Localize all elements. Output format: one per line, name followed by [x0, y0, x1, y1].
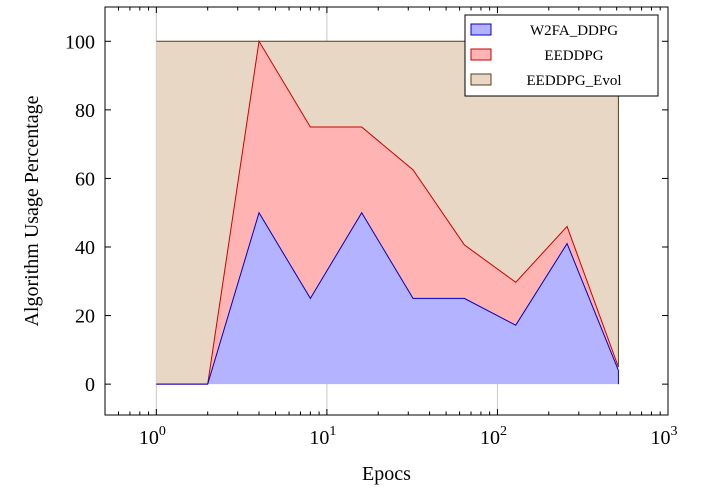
- x-axis-label: Epocs: [362, 463, 411, 485]
- axis-ticks: [104, 7, 669, 415]
- legend-label: W2FA_DDPG: [530, 23, 618, 39]
- legend-box: [464, 14, 659, 97]
- y-tick-label: 0: [85, 374, 95, 396]
- area-eeddpg-evol: [156, 41, 619, 385]
- legend-label: EEDDPG_Evol: [527, 73, 622, 89]
- area-eeddpg: [156, 41, 619, 385]
- y-tick-label: 20: [75, 306, 95, 328]
- plot-frame: [104, 6, 669, 416]
- y-tick-label: 40: [75, 237, 95, 259]
- x-tick-label: 103: [651, 424, 678, 449]
- x-tick-label: 102: [480, 424, 507, 449]
- legend-swatch: [470, 48, 492, 61]
- line-eeddpg: [156, 39, 619, 385]
- y-tick-label: 80: [75, 100, 95, 122]
- stacked-areas: [156, 39, 619, 385]
- y-tick-label: 100: [65, 31, 95, 53]
- legend-swatch: [470, 73, 492, 86]
- legend: W2FA_DDPG EEDDPG EEDDPG_Evol: [464, 14, 659, 97]
- x-tick-labels: 100 101 102 103: [139, 424, 678, 449]
- x-tick-label: 101: [309, 424, 336, 449]
- y-axis-label: Algorithm Usage Percentage: [21, 95, 43, 326]
- y-tick-label: 60: [75, 168, 95, 190]
- x-tick-label: 100: [139, 424, 166, 449]
- line-w2fa-ddpg: [156, 211, 619, 385]
- y-tick-labels: 0 20 40 60 80 100: [65, 31, 95, 396]
- area-w2fa-ddpg: [156, 212, 619, 385]
- legend-label: EEDDPG: [544, 48, 603, 64]
- legend-swatch: [470, 23, 492, 36]
- plot-area: [104, 6, 669, 416]
